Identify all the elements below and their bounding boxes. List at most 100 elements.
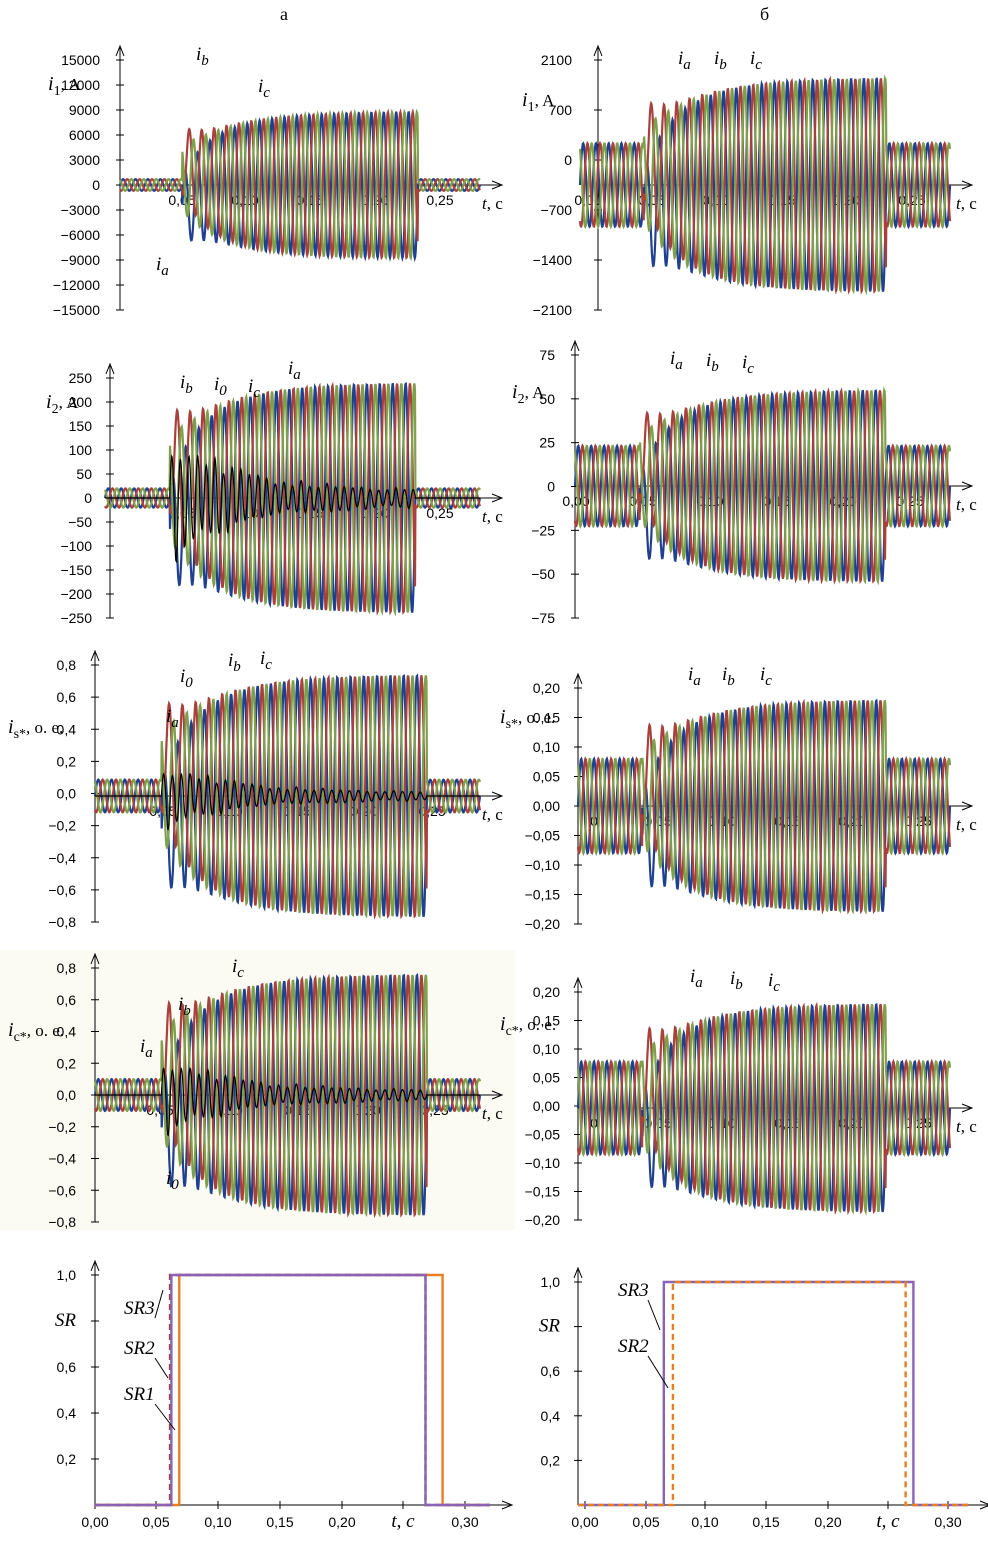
y-axis-arrow [573,976,583,989]
series-line-ic [119,108,481,261]
x-axis-arrow [491,180,504,190]
y-tick-label: −25 [531,522,555,538]
y-tick-label: 0,8 [57,657,77,673]
series-line-ic [93,974,482,1218]
y-tick-label: −0,20 [525,1212,561,1228]
y-tick-label: 0,20 [533,680,560,696]
y-axis-title: i1, A [522,89,555,115]
x-axis-title: t, c [482,507,503,526]
series-line-ib [119,107,481,261]
y-tick-label: 0,6 [57,992,77,1008]
x-axis-arrow [961,481,974,491]
chart-a5: 1,0 SR 0,6 0,4 0,2 0,00 0,05 0,10 0,15 0,20 t, c 0,… [55,1259,514,1532]
x-axis-arrow [961,801,974,811]
x-axis-title: t, c [956,1117,977,1136]
series-line-ic [576,1003,952,1216]
series-line-ia [93,972,482,1216]
series-label: ia [690,966,703,991]
series-label: SR2 [618,1336,649,1357]
x-tick-label: 0,15 [266,1514,293,1530]
y-tick-label: −0,05 [525,1127,561,1143]
x-tick-label: 0,05 [142,1514,169,1530]
chart-a4: 0,80,60,40,20,0−0,2−0,4−0,6−0,80,05 0,10 0… [0,950,515,1230]
series-label: ib [180,372,193,397]
series-line-ia [578,77,952,292]
y-tick-label: 50 [539,391,555,407]
series-label: ic [768,970,780,995]
y-tick-label: −0,2 [48,1119,76,1135]
x-axis-arrow [961,1103,974,1113]
series-line-ic [578,74,952,296]
y-tick-label: 150 [69,418,93,434]
y-tick-label: 0 [564,152,572,168]
y-tick-label: 0,05 [533,1070,560,1086]
y-tick-label: −0,15 [525,887,561,903]
y-tick-label: 0,0 [57,1087,77,1103]
y-tick-label: SR [55,1310,77,1331]
x-axis-arrow [961,180,974,190]
leader-line [154,1403,176,1431]
x-axis-title: t, c [956,815,977,834]
y-axis-title: is*, о. е. [500,706,555,732]
series-label: ib [722,664,735,689]
series-line-ia [118,111,482,263]
leader-line [647,1299,661,1331]
series-line-ic [573,386,952,586]
y-tick-label: 15000 [61,52,100,68]
series-label: ic [248,376,260,401]
leader-line [154,1289,164,1319]
y-tick-label: 700 [549,102,573,118]
chart-b4: 0,20 0,15 0,10 0,05 0,00 −0,05 −0,10 −0,15 −0,20… [500,966,977,1228]
y-tick-label: 200 [69,394,93,410]
y-tick-label: −6000 [61,227,101,243]
x-tick-label: t, c [876,1511,900,1532]
y-tick-label: −75 [531,610,555,626]
y-axis-title: i1, A [48,73,81,99]
series-label: SR3 [124,1298,155,1319]
y-axis-arrow [105,362,115,375]
chart-a3: 0,80,60,40,20,0−0,2−0,4−0,6−0,80,05 0,10 0… [8,648,504,930]
y-tick-label: −150 [60,562,92,578]
y-tick-label: 0,20 [533,984,560,1000]
y-tick-label: 1,0 [57,1267,77,1283]
y-tick-label: −0,10 [525,1155,561,1171]
x-tick-label: 0,30 [934,1514,961,1530]
series-label: SR3 [618,1280,649,1301]
series-label: ib [706,350,719,375]
x-axis-title: t, c [956,495,977,514]
y-tick-label: 0,4 [57,1024,77,1040]
y-tick-label: −0,8 [48,914,76,930]
y-tick-label: 0,15 [533,710,560,726]
y-tick-label: 0,6 [541,1363,561,1379]
y-tick-label: 0,0 [57,786,77,802]
series-line-ic [576,700,952,915]
series-line-sr3 [578,1280,968,1507]
chart-b3: 0,20 0,15 0,10 0,05 0,00 −0,05 −0,10 −0,15 −0,20… [500,664,977,932]
y-tick-label: 0,6 [57,1359,77,1375]
y-tick-label: 0,4 [541,1408,561,1424]
series-line-ib [573,387,952,585]
x-tick-label: 0,25 [426,192,453,208]
series-label: ia [688,664,701,689]
x-axis-title: t, c [956,194,977,213]
x-axis-title: t, c [482,194,503,213]
y-tick-label: 0 [92,177,100,193]
y-tick-label: 12000 [61,77,100,93]
y-tick-label: 0 [84,490,92,506]
x-axis-arrow [501,1500,514,1510]
series-label: ic [232,956,244,981]
x-tick-label: t, c [391,1511,415,1532]
y-tick-label: 75 [539,347,555,363]
series-label: ic [258,76,270,101]
series-label: i0 [166,1168,179,1193]
leader-line [647,1355,669,1389]
series-line-ib [576,698,952,915]
y-tick-label: 0,4 [57,721,77,737]
y-tick-label: −0,4 [48,850,76,866]
x-axis-title: t, c [482,805,503,824]
x-tick-label: 0,00 [571,1514,598,1530]
